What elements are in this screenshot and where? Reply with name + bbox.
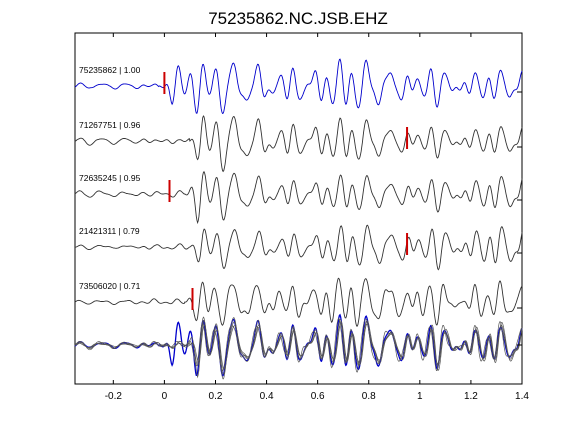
trace-waveform <box>74 170 523 225</box>
x-axis: -0.2 0 0.2 0.4 0.6 0.8 1 1.2 1.4 <box>105 33 529 402</box>
trace-waveform <box>74 58 523 115</box>
x-tick-label: 0 <box>162 391 168 402</box>
trace-1: 75235862 | 1.00 <box>74 58 523 115</box>
trace-label: 21421311 | 0.79 <box>79 226 140 236</box>
trace-2: 71267751 | 0.96 <box>74 115 523 173</box>
trace-4: 21421311 | 0.79 <box>74 224 523 271</box>
trace-label: 72635245 | 0.95 <box>79 173 141 183</box>
chart-title: 75235862.NC.JSB.EHZ <box>208 9 388 28</box>
stack-waveform-4 <box>74 320 523 371</box>
trace-label: 75235862 | 1.00 <box>79 65 141 75</box>
stack-waveform-2 <box>74 316 523 380</box>
trace-5: 73506020 | 0.71 <box>74 277 523 327</box>
x-tick-label: 1 <box>417 391 423 402</box>
x-tick-label: 0.6 <box>311 391 325 402</box>
trace-waveform <box>74 115 523 173</box>
stacked-traces <box>74 313 523 380</box>
x-tick-label: 0.4 <box>260 391 274 402</box>
stack-waveform-1 <box>74 313 523 377</box>
plot-frame <box>74 32 523 385</box>
x-tick-label: 0.8 <box>362 391 376 402</box>
trace-label: 73506020 | 0.71 <box>79 281 141 291</box>
x-tick-label: -0.2 <box>105 391 123 402</box>
x-tick-label: 0.2 <box>209 391 223 402</box>
traces-layer: 75235862 | 1.00 71267751 | 0.96 72635245 |… <box>74 58 523 327</box>
x-tick-label: 1.4 <box>515 391 529 402</box>
trace-label: 71267751 | 0.96 <box>79 120 141 130</box>
stack-waveform-5 <box>74 317 523 373</box>
trace-waveform <box>74 277 523 327</box>
trace-waveform <box>74 224 523 271</box>
trace-3: 72635245 | 0.95 <box>74 170 523 225</box>
x-tick-label: 1.2 <box>464 391 478 402</box>
